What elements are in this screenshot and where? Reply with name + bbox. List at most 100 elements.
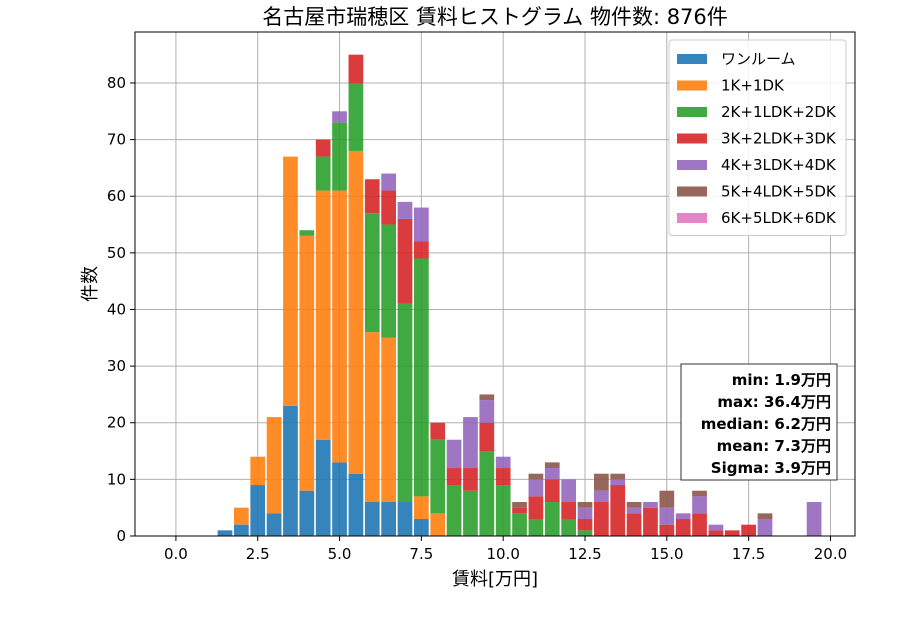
bar-segment-4 xyxy=(414,207,429,242)
bar-segment-3 xyxy=(479,422,495,452)
bar-segment-0 xyxy=(414,519,429,536)
y-tick-label: 80 xyxy=(107,74,126,92)
bars-group xyxy=(217,54,822,536)
bar-segment-4 xyxy=(610,479,626,486)
bar-segment-3 xyxy=(610,485,626,536)
x-axis-ticks: 0.0 2.5 5.0 7.5 10.0 12.5 15.0 17.5 20.0 xyxy=(164,536,847,563)
y-tick-label: 20 xyxy=(107,414,126,432)
plot-frame xyxy=(134,31,856,537)
bar-segment-3 xyxy=(643,507,658,536)
x-axis-label: 賃料[万円] xyxy=(452,569,538,590)
bar-segment-1 xyxy=(250,456,266,486)
stat-line: mean: 7.3万円 xyxy=(717,437,831,455)
bar-segment-2 xyxy=(381,224,396,338)
bar-segment-4 xyxy=(675,513,691,520)
bar-segment-3 xyxy=(348,54,364,83)
bar-segment-2 xyxy=(348,82,364,151)
bar-segment-4 xyxy=(577,507,593,520)
bar-segment-0 xyxy=(397,502,413,536)
bar-segment-1 xyxy=(283,156,298,406)
bar-segment-5 xyxy=(577,502,593,508)
bar-segment-4 xyxy=(397,201,413,219)
bar-segment-2 xyxy=(544,502,560,536)
bar-segment-4 xyxy=(528,479,544,497)
y-tick-label: 60 xyxy=(107,187,126,205)
y-tick-label: 50 xyxy=(107,244,126,262)
bar-segment-2 xyxy=(430,439,446,514)
bar-segment-3 xyxy=(741,524,756,536)
bar-segment-0 xyxy=(315,439,331,536)
bar-segment-3 xyxy=(594,502,609,536)
y-tick-label: 10 xyxy=(107,470,126,488)
stat-line: min: 1.9万円 xyxy=(732,371,831,389)
bar-segment-3 xyxy=(544,479,560,503)
bar-segment-1 xyxy=(430,513,446,536)
y-axis-ticks: 0 10 20 30 40 50 60 70 80 xyxy=(107,74,135,545)
legend-label: ワンルーム xyxy=(721,50,796,68)
bar-segment-2 xyxy=(446,485,462,536)
chart-title: 名古屋市瑞穂区 賃料ヒストグラム 物件数: 876件 xyxy=(262,5,728,29)
bar-segment-4 xyxy=(757,519,773,536)
bar-segment-0 xyxy=(364,502,380,536)
bar-segment-3 xyxy=(692,513,707,536)
bar-segment-2 xyxy=(577,530,593,536)
bar-segment-3 xyxy=(708,530,724,536)
bar-segment-2 xyxy=(528,519,544,536)
bar-segment-3 xyxy=(495,468,511,486)
bar-segment-0 xyxy=(234,524,249,536)
bar-segment-1 xyxy=(299,235,315,491)
legend-swatch xyxy=(677,107,707,117)
bar-segment-4 xyxy=(544,468,560,480)
bar-segment-4 xyxy=(381,173,396,191)
bar-segment-4 xyxy=(495,456,511,469)
bar-segment-2 xyxy=(495,485,511,536)
stat-line: Sigma: 3.9万円 xyxy=(711,459,831,477)
bar-segment-3 xyxy=(446,468,462,486)
bar-segment-2 xyxy=(414,258,429,497)
bar-segment-3 xyxy=(561,502,576,520)
legend-swatch xyxy=(677,133,707,144)
x-tick-label: 5.0 xyxy=(328,545,352,563)
bar-segment-5 xyxy=(479,394,495,401)
bar-segment-2 xyxy=(364,213,380,333)
bar-segment-3 xyxy=(675,519,691,536)
bar-segment-1 xyxy=(315,190,331,440)
legend-swatch xyxy=(677,186,707,197)
bar-segment-2 xyxy=(463,490,478,536)
legend-label: 6K+5LDK+6DK xyxy=(721,209,837,227)
bar-segment-4 xyxy=(659,507,675,525)
stats-frame xyxy=(680,363,838,481)
bar-segment-5 xyxy=(626,502,642,508)
stat-line: max: 36.4万円 xyxy=(717,393,831,411)
bar-segment-2 xyxy=(332,122,347,191)
bar-segment-0 xyxy=(250,485,266,536)
bar-segment-2 xyxy=(397,303,413,503)
legend: ワンルーム 1K+1DK 2K+1LDK+2DK 3K+2LDK+3DK 4K+3LDK… xyxy=(668,39,847,236)
y-axis-label: 件数 xyxy=(80,266,101,302)
x-tick-label: 10.0 xyxy=(486,545,519,563)
bar-segment-1 xyxy=(332,190,347,463)
bar-segment-1 xyxy=(414,496,429,520)
bar-segment-3 xyxy=(577,519,593,531)
bar-segment-2 xyxy=(479,451,495,536)
bar-segment-4 xyxy=(332,111,347,123)
x-tick-label: 17.5 xyxy=(732,545,765,563)
y-tick-label: 0 xyxy=(116,527,126,545)
bar-segment-0 xyxy=(299,490,315,536)
legend-swatch xyxy=(677,160,707,170)
legend-swatch xyxy=(677,80,707,91)
legend-label: 2K+1LDK+2DK xyxy=(721,103,837,121)
y-tick-label: 40 xyxy=(107,300,126,318)
bar-segment-4 xyxy=(594,490,609,503)
bar-segment-3 xyxy=(626,513,642,536)
bar-segment-1 xyxy=(364,332,380,503)
bar-segment-5 xyxy=(528,473,544,480)
legend-label: 4K+3LDK+4DK xyxy=(721,156,837,174)
x-tick-label: 12.5 xyxy=(568,545,601,563)
bar-segment-4 xyxy=(479,400,495,423)
bar-segment-2 xyxy=(561,519,576,536)
bar-segment-3 xyxy=(512,507,527,514)
bar-segment-4 xyxy=(643,502,658,508)
bar-segment-4 xyxy=(708,524,724,531)
